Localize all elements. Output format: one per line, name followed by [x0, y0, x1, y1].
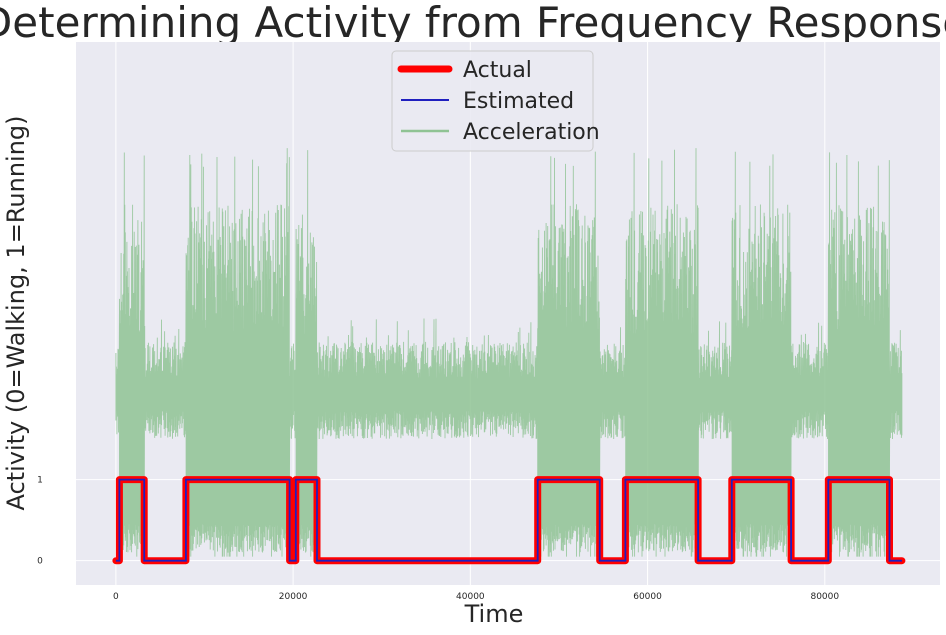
x-tick-label: 40000 — [456, 592, 485, 602]
x-tick-label: 0 — [113, 592, 119, 602]
acceleration-series — [115, 148, 903, 557]
legend-label-estimated: Estimated — [463, 89, 574, 114]
estimated-line — [115, 478, 902, 562]
y-tick-labels: 01 — [37, 476, 43, 567]
legend-label-actual: Actual — [463, 58, 532, 83]
x-tick-label: 80000 — [810, 592, 839, 602]
legend-box — [391, 50, 594, 152]
x-tick-labels: 0 20000 40000 60000 80000 — [113, 592, 839, 602]
y-axis-label: Activity (0=Walking, 1=Running) — [2, 115, 30, 510]
chart-title: Determining Activity from Frequency Resp… — [0, 0, 946, 47]
estimated-series — [115, 478, 902, 562]
x-tick-label: 20000 — [279, 592, 308, 602]
x-axis-label: Time — [464, 600, 524, 628]
x-tick-label: 60000 — [633, 592, 662, 602]
legend: Actual Estimated Acceleration — [391, 50, 600, 152]
y-tick-label: 0 — [37, 557, 43, 567]
acceleration-line — [115, 148, 903, 557]
y-tick-label: 1 — [37, 476, 43, 486]
legend-label-acceleration: Acceleration — [463, 120, 600, 145]
